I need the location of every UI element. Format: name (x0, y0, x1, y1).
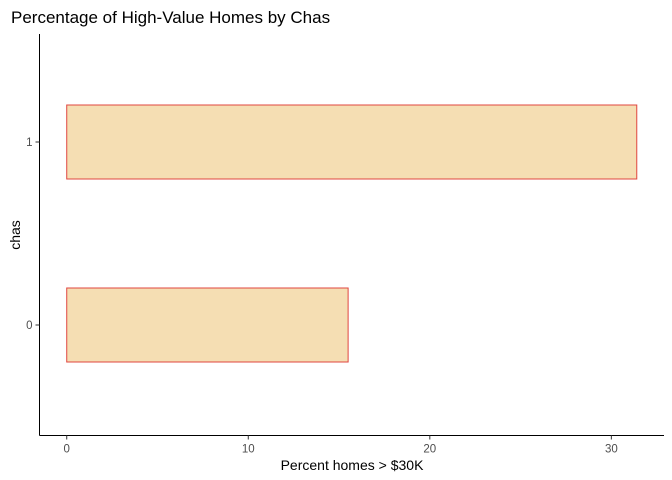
y-ticks-group: 01 (26, 137, 40, 332)
x-tick-label: 20 (423, 444, 436, 456)
x-tick-label: 30 (605, 444, 618, 456)
bars-group (66, 104, 638, 363)
bar-chas-0 (66, 287, 349, 363)
bar-chas-1 (66, 104, 638, 180)
y-tick-label: 0 (26, 320, 32, 332)
chart-title: Percentage of High-Value Homes by Chas (11, 8, 330, 27)
x-tick-label: 0 (64, 444, 70, 456)
y-axis-title: chas (7, 220, 23, 250)
x-ticks-group: 0 10 20 30 (64, 435, 618, 456)
y-tick-label: 1 (26, 137, 32, 149)
x-tick-label: 10 (242, 444, 255, 456)
x-axis-title: Percent homes > $30K (281, 457, 424, 473)
